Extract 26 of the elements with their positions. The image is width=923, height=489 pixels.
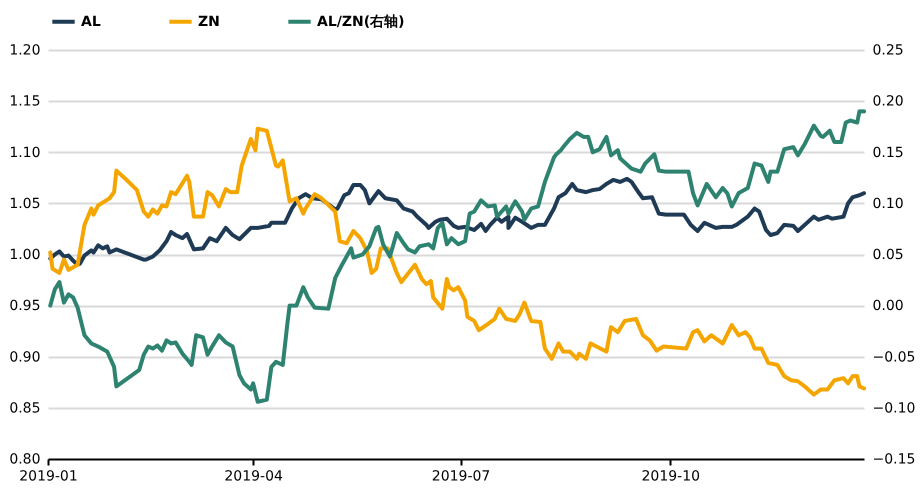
legend-label: AL/ZN(右轴) [317, 14, 405, 30]
y2-tick-label: 0.10 [872, 196, 904, 212]
y2-tick-label: −0.05 [872, 349, 916, 366]
x-tick-label: 2019-01 [19, 468, 78, 484]
y2-tick-label: 0.05 [872, 247, 904, 263]
y-tick-label: 1.10 [9, 144, 40, 161]
y-tick-label: 0.85 [9, 400, 40, 416]
y2-tick-label: −0.15 [872, 452, 916, 468]
y-tick-label: 1.20 [9, 42, 40, 58]
y-tick-label: 0.95 [9, 298, 40, 314]
y2-tick-label: 0.20 [872, 94, 904, 110]
y-tick-label: 1.15 [9, 94, 40, 110]
y2-tick-label: 0.25 [872, 42, 904, 58]
y-tick-label: 0.90 [9, 349, 40, 366]
y2-tick-label: −0.10 [872, 400, 916, 416]
y2-tick-label: 0.15 [872, 144, 904, 161]
y2-tick-label: 0.00 [872, 298, 904, 314]
x-tick-label: 2019-10 [642, 468, 700, 484]
y-tick-label: 1.00 [9, 247, 40, 263]
line-series [48, 176, 866, 267]
y-tick-label: 0.80 [9, 452, 40, 468]
legend-label: ZN [198, 14, 220, 30]
x-tick-label: 2019-04 [224, 468, 283, 484]
x-tick-label: 2019-07 [432, 468, 490, 484]
legend-label: AL [81, 14, 101, 30]
y-tick-label: 1.05 [9, 196, 40, 212]
